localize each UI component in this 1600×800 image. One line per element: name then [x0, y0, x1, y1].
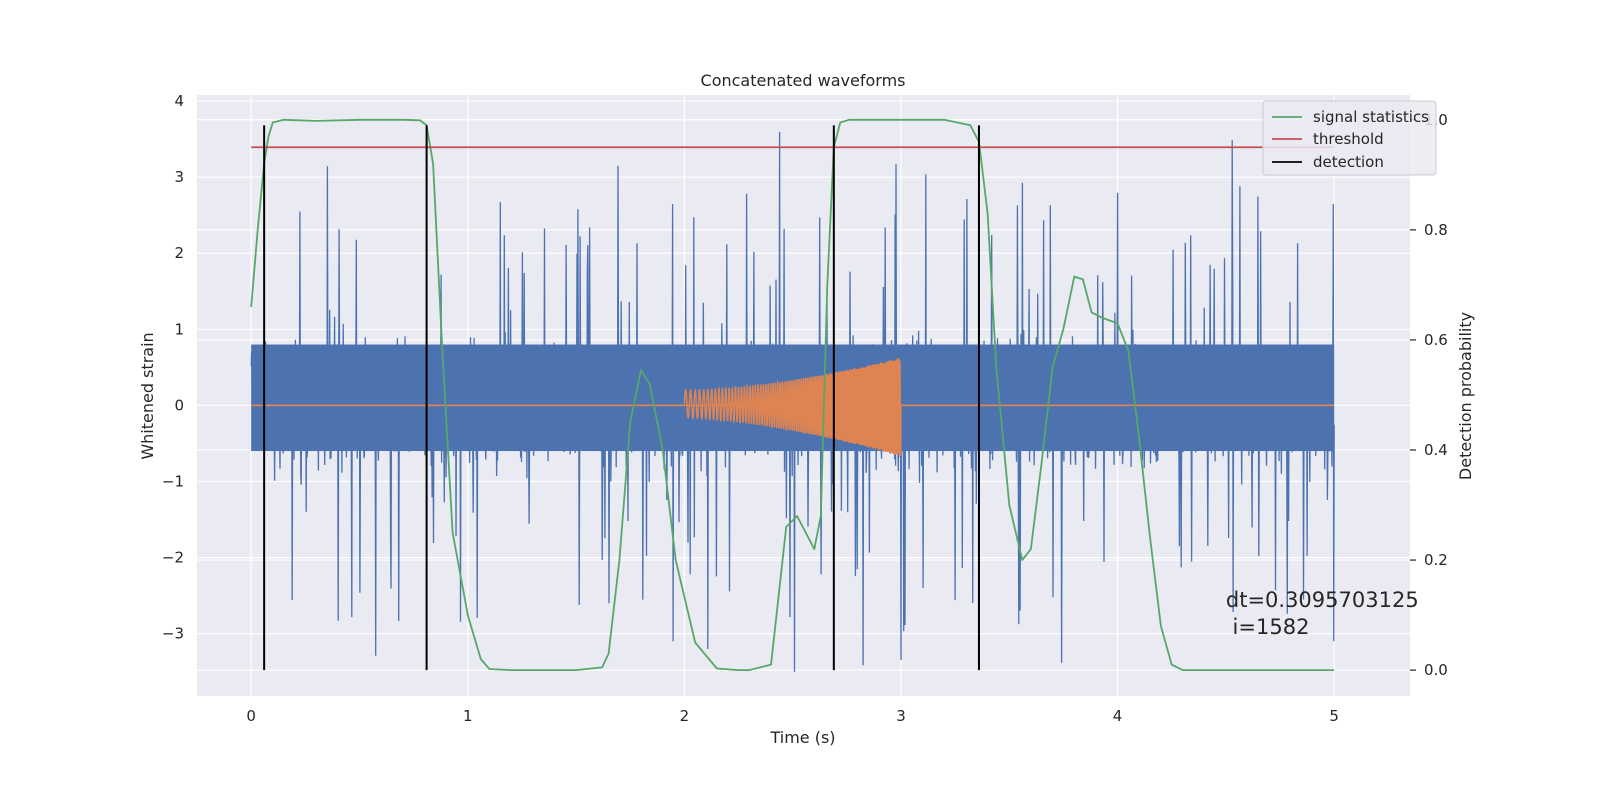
- y-tick-label: 4: [174, 92, 184, 110]
- x-tick-label: 0: [246, 707, 256, 725]
- x-axis-ticks: 0 1 2 3 4 5: [246, 707, 1339, 725]
- y-tick-label: −1: [162, 472, 184, 490]
- y-tick-label: 1: [174, 320, 184, 338]
- detection-series: [263, 125, 980, 671]
- y-tick-label: 3: [174, 168, 184, 186]
- legend: signal statistics threshold detection: [1262, 100, 1437, 176]
- y-right-tick-label: 0.0: [1424, 661, 1448, 679]
- y-tick-label: 0: [174, 396, 184, 414]
- y-right-tick-label: 0.4: [1424, 441, 1448, 459]
- x-axis-label: Time (s): [769, 728, 835, 747]
- y-tick-label: 2: [174, 244, 184, 262]
- chart-title: Concatenated waveforms: [701, 71, 906, 90]
- legend-label-threshold: threshold: [1313, 130, 1384, 148]
- annotation-i: i=1582: [1226, 615, 1310, 639]
- legend-box: [1262, 100, 1437, 176]
- injection-series: [251, 358, 1335, 456]
- annotation-dt: dt=0.3095703125: [1226, 588, 1419, 612]
- y-axis-left-ticks: −3 −2 −1 0 1 2 3 4: [162, 92, 184, 643]
- y-axis-label-left: Whitened strain: [138, 332, 157, 459]
- y-tick-label: −2: [162, 549, 184, 567]
- y-right-tick-label: 0.6: [1424, 331, 1448, 349]
- y-tick-label: −3: [162, 625, 184, 643]
- signal-statistics-line: [250, 118, 1335, 671]
- y-axis-label-right: Detection probability: [1456, 312, 1475, 480]
- signal-statistics-series: [250, 118, 1335, 671]
- legend-label-detection: detection: [1313, 153, 1384, 171]
- y-right-tick-label: 0.2: [1424, 551, 1448, 569]
- x-tick-label: 3: [896, 707, 906, 725]
- y-right-tick-label: 0.8: [1424, 221, 1448, 239]
- x-tick-label: 4: [1113, 707, 1123, 725]
- x-tick-label: 1: [463, 707, 473, 725]
- injection-line: [683, 358, 902, 456]
- x-tick-label: 2: [680, 707, 690, 725]
- x-tick-label: 5: [1329, 707, 1339, 725]
- legend-label-statistics: signal statistics: [1313, 108, 1429, 126]
